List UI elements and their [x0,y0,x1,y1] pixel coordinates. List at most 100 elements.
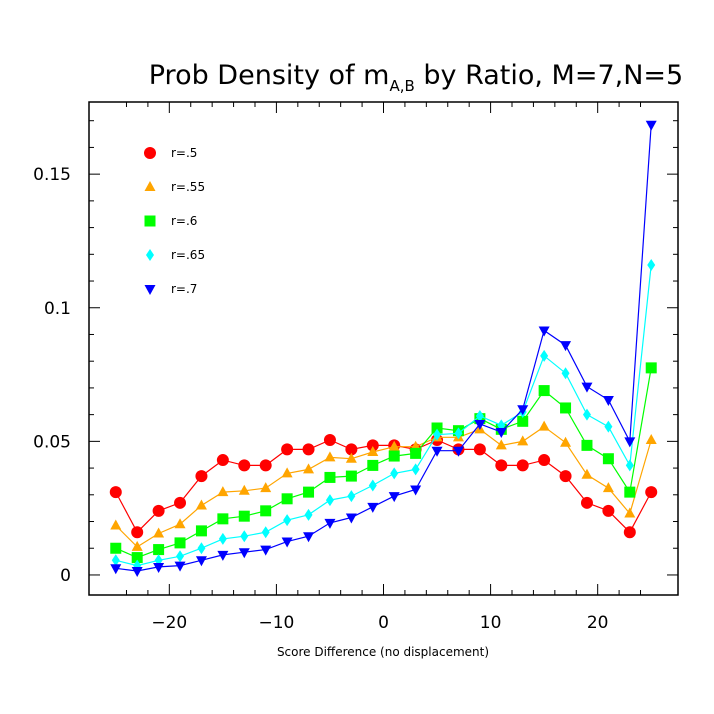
data-point [238,484,250,495]
data-point [645,362,657,374]
data-point [176,550,185,563]
legend-label: r=.65 [171,248,205,262]
legend-marker [146,249,154,261]
data-point [174,561,186,572]
data-point [195,470,208,483]
data-point [303,463,315,474]
data-point [260,545,272,556]
data-point [390,467,399,480]
data-point [388,440,400,451]
data-point [195,499,207,510]
data-point [238,459,251,472]
data-point [431,446,443,457]
series-3 [110,362,657,564]
data-point [325,494,334,507]
data-point [195,556,207,567]
data-point [366,439,379,452]
data-point [623,526,636,539]
x-tick-label: 10 [480,613,502,633]
data-point [217,513,229,525]
data-point [624,437,636,448]
legend-item: r=.65 [146,248,205,262]
data-point [110,564,122,575]
data-point [347,490,356,503]
data-point [602,504,615,517]
data-point [645,120,657,131]
data-point [260,482,272,493]
data-point [495,459,508,472]
legend: r=.5 r=.55 r=.6 r=.65 r=.7 [144,146,205,296]
data-point [152,504,165,517]
data-point [345,452,357,463]
data-point [540,349,549,362]
data-point [495,428,507,439]
data-point [303,486,315,498]
data-point [367,459,379,471]
data-point [131,540,143,551]
series-2 [110,420,657,551]
legend-marker [144,181,156,191]
data-point [345,470,357,482]
data-point [259,459,272,472]
data-point [238,510,250,522]
data-point [238,548,250,559]
data-point [560,402,572,414]
data-point [110,519,122,530]
data-point [302,443,315,456]
data-point [581,382,593,393]
y-tick-label: 0 [60,566,71,586]
data-point [495,439,507,450]
data-point [475,409,484,422]
data-point [260,505,272,517]
data-point [261,526,270,539]
x-tick-label: −20 [151,613,187,633]
series-line [115,439,652,534]
data-point [517,435,529,446]
data-point [582,408,591,421]
data-point [625,459,634,472]
data-point [174,496,187,509]
legend-marker [144,215,156,227]
data-point [324,471,336,483]
series-layer [109,120,658,577]
x-tick-label: −10 [258,613,294,633]
data-point [281,493,293,505]
data-point [216,454,229,467]
data-point [368,479,377,492]
data-point [131,552,143,564]
data-point [153,527,165,538]
axis-ticks [89,102,678,595]
data-point [153,544,165,556]
x-tick-label: 0 [378,613,389,633]
data-point [153,562,165,573]
data-point [517,405,529,416]
data-point [323,434,336,447]
data-point [647,258,656,271]
data-point [324,518,336,529]
data-point [195,525,207,537]
data-point [560,341,572,352]
data-point [345,443,358,456]
data-point [345,513,357,524]
data-point [581,468,593,479]
data-point [281,537,293,548]
legend-item: r=.6 [144,214,197,228]
y-tick-label: 0.05 [33,432,71,452]
data-point [538,454,551,467]
x-tick-label: 20 [587,613,609,633]
data-point [110,542,122,554]
data-point [283,514,292,527]
x-axis-label: Score Difference (no displacement) [277,645,489,659]
series-5 [110,120,657,577]
data-point [580,496,593,509]
legend-marker [144,147,156,159]
data-point [602,395,614,406]
legend-item: r=.7 [144,282,197,296]
data-point [517,415,529,427]
data-point [645,486,658,499]
data-point [197,542,206,555]
data-point [474,419,486,430]
series-line [115,425,652,548]
data-point [218,532,227,545]
